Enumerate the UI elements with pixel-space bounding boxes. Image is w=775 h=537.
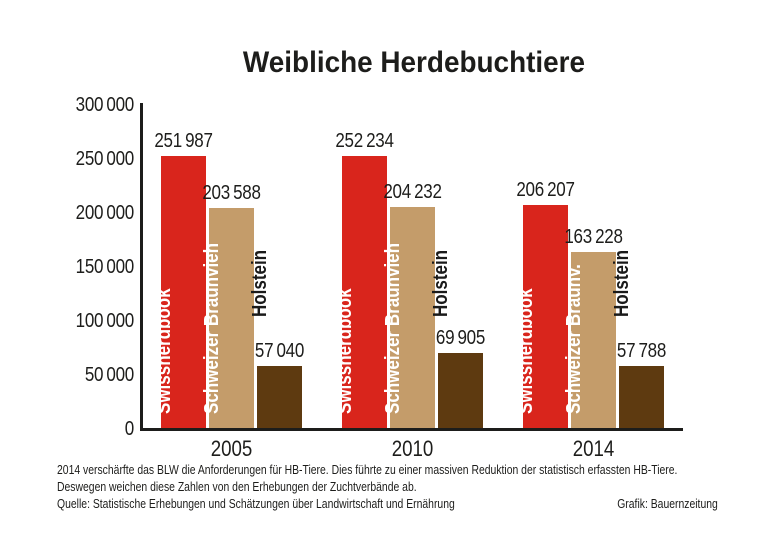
bar-value-label: 252 234	[335, 130, 394, 152]
bar-name-label: Holstein	[248, 249, 271, 317]
category-label-2005: 2005	[210, 436, 253, 461]
chart-footer: 2014 verschärfte das BLW die Anforderung…	[57, 461, 718, 512]
bar-swissherdbook-2010	[342, 156, 387, 428]
chart-title: Weibliche Herdebuchtiere	[242, 46, 586, 79]
x-axis-line	[140, 428, 683, 431]
bar-value-label: 203 588	[202, 182, 261, 204]
bar-schweizer-braunvieh-2005	[209, 208, 254, 428]
bar-value-label: 204 232	[383, 181, 442, 203]
bar-value-label: 69 905	[435, 327, 486, 349]
y-axis-tick-label: 200 000	[75, 202, 135, 224]
y-axis-line	[140, 103, 143, 431]
credit-text: Grafik: Bauernzeitung	[617, 496, 718, 511]
category-label-2014: 2014	[572, 436, 615, 461]
bar-value-label: 57 788	[616, 340, 667, 362]
y-axis-tick-label: 50 000	[84, 364, 134, 386]
source-text: Quelle: Statistische Erhebungen und Schä…	[57, 496, 455, 511]
bar-swissherdbook-2014	[523, 205, 568, 428]
bar-value-label: 251 987	[154, 130, 213, 152]
y-axis-tick-label: 150 000	[75, 256, 135, 278]
bar-holstein-2010	[438, 353, 483, 428]
category-label-2010: 2010	[391, 436, 434, 461]
bar-value-label: 206 207	[516, 179, 575, 201]
bar-swissherdbook-2005	[161, 156, 206, 428]
y-axis-tick-label: 250 000	[75, 148, 135, 170]
bar-name-label: Holstein	[610, 249, 633, 317]
bar-name-label: Schweizer Braunvieh	[381, 242, 404, 414]
bar-name-label: Swissherdbook	[152, 288, 175, 414]
y-axis-tick-label: 300 000	[75, 94, 135, 116]
bar-name-label: Schweizer Braunvieh	[200, 242, 223, 414]
bar-name-label: Swissherdbook	[514, 288, 537, 414]
bar-value-label: 57 040	[254, 340, 305, 362]
bar-name-label: Schweizer Braunv.	[562, 264, 585, 414]
bar-schweizer-braunvieh-2010	[390, 207, 435, 428]
bar-name-label: Swissherdbook	[333, 288, 356, 414]
bar-holstein-2014	[619, 366, 664, 428]
bar-value-label: 163 228	[564, 226, 623, 248]
bar-schweizer-braunvieh-2014	[571, 252, 616, 428]
y-axis-tick-label: 100 000	[75, 310, 135, 332]
footnote-line-2: Deswegen weichen diese Zahlen von den Er…	[57, 479, 417, 494]
bar-holstein-2005	[257, 366, 302, 428]
footnote-line-1: 2014 verschärfte das BLW die Anforderung…	[57, 462, 678, 477]
bar-name-label: Holstein	[429, 249, 452, 317]
y-axis-tick-label: 0	[124, 418, 134, 440]
